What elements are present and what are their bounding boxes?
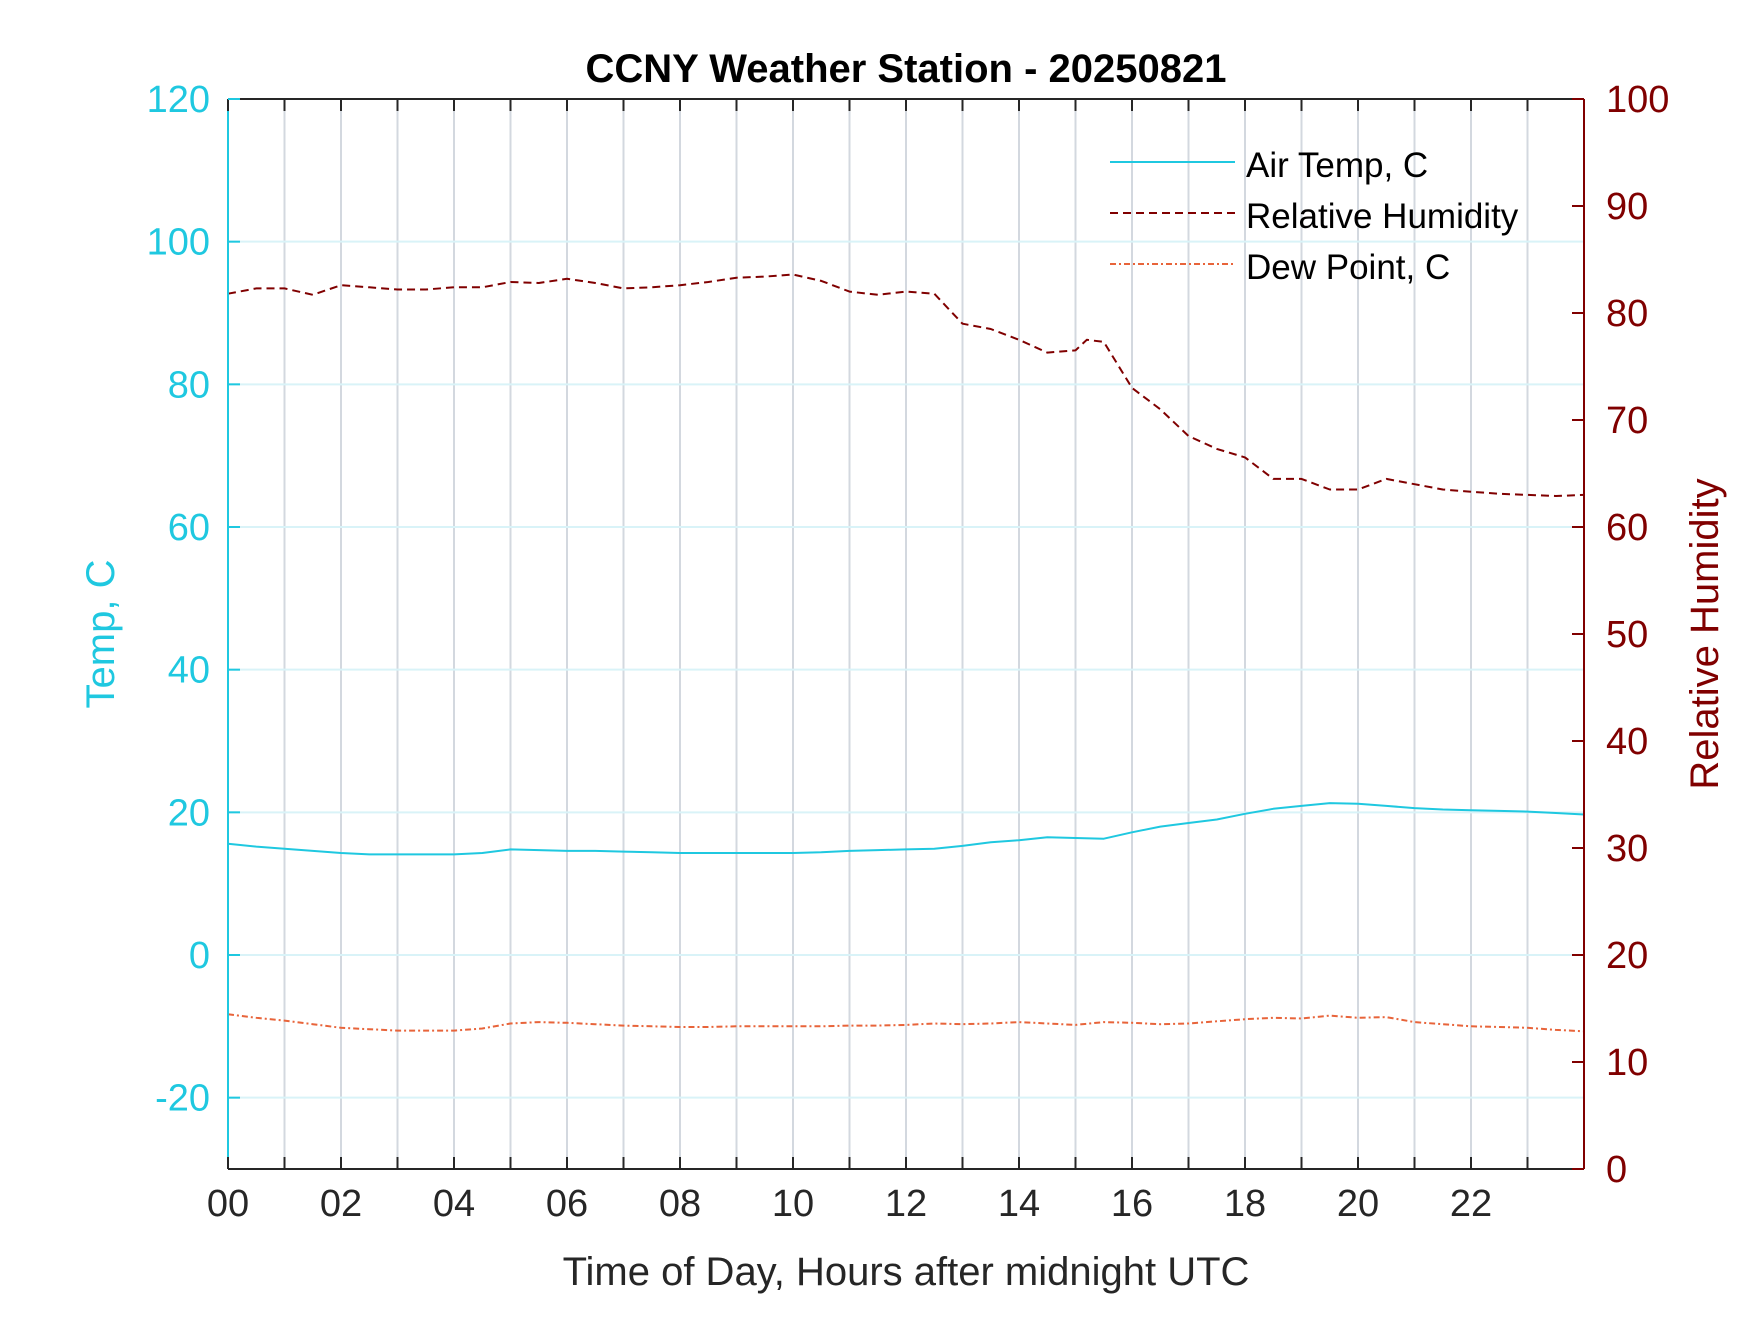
y-tick-label-right: 50	[1606, 614, 1648, 656]
x-tick-label: 16	[1111, 1183, 1153, 1225]
y-tick-label-right: 100	[1606, 79, 1669, 121]
x-tick-label: 22	[1450, 1183, 1492, 1225]
x-tick-label: 12	[885, 1183, 927, 1225]
y-tick-label-left: -20	[155, 1078, 210, 1120]
y-tick-label-right: 30	[1606, 828, 1648, 870]
legend: Air Temp, C Relative Humidity Dew Point,…	[1110, 146, 1519, 287]
y-tick-label-left: 100	[147, 222, 210, 264]
y-tick-label-right: 70	[1606, 400, 1648, 442]
x-tick-label: 14	[998, 1183, 1040, 1225]
y-tick-label-left: 40	[168, 650, 210, 692]
y-tick-label-left: 80	[168, 364, 210, 406]
x-tick-label: 04	[433, 1183, 475, 1225]
tick-labels: 00 02 04 06 08 10 12 14 16 18 20 22-200204060801001…	[147, 79, 1670, 1225]
series-line-air-temp-c	[227, 802, 1585, 856]
legend-label-air-temp: Air Temp, C	[1246, 146, 1428, 185]
x-tick-label: 18	[1224, 1183, 1266, 1225]
x-tick-label: 20	[1337, 1183, 1379, 1225]
y-axis-label-left: Temp, C	[79, 560, 123, 709]
axes	[227, 98, 1585, 1170]
y-tick-label-left: 0	[189, 935, 210, 977]
x-tick-label: 08	[659, 1183, 701, 1225]
x-axis-label: Time of Day, Hours after midnight UTC	[563, 1250, 1250, 1294]
x-tick-label: 02	[320, 1183, 362, 1225]
y-tick-label-left: 120	[147, 79, 210, 121]
legend-label-relative-humidity: Relative Humidity	[1246, 197, 1519, 236]
y-tick-label-left: 20	[168, 792, 210, 834]
x-tick-label: 06	[546, 1183, 588, 1225]
x-tick-label: 10	[772, 1183, 814, 1225]
y-tick-label-right: 0	[1606, 1149, 1627, 1191]
y-tick-label-right: 60	[1606, 507, 1648, 549]
grid-lines	[228, 99, 1584, 1169]
y-tick-label-right: 80	[1606, 293, 1648, 335]
y-axis-label-right: Relative Humidity	[1683, 478, 1727, 789]
y-tick-label-right: 40	[1606, 721, 1648, 763]
y-tick-label-right: 90	[1606, 186, 1648, 228]
y-tick-label-left: 60	[168, 507, 210, 549]
x-tick-label: 00	[207, 1183, 249, 1225]
y-tick-label-right: 20	[1606, 935, 1648, 977]
series-line-dew-point-c	[227, 1013, 1585, 1033]
legend-label-dew-point: Dew Point, C	[1246, 248, 1450, 287]
chart-title: CCNY Weather Station - 20250821	[586, 47, 1227, 91]
y-tick-label-right: 10	[1606, 1042, 1648, 1084]
series-lines	[227, 273, 1585, 1033]
series-line-relative-humidity	[227, 273, 1585, 497]
